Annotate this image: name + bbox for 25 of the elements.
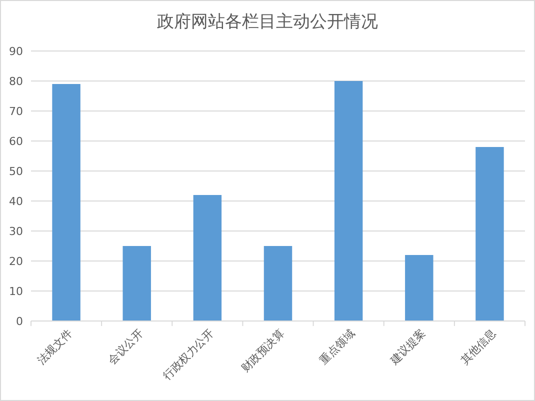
bar [264, 246, 292, 321]
x-tick-label: 重点领域 [317, 326, 358, 367]
y-tick-label: 50 [9, 164, 23, 178]
y-tick-label: 10 [9, 284, 23, 298]
bar [122, 246, 151, 321]
y-tick-label: 80 [9, 74, 23, 88]
bar [476, 147, 504, 321]
x-tick-label: 会议公开 [105, 326, 146, 367]
bar [334, 81, 363, 321]
x-tick-label: 法规文件 [34, 326, 76, 367]
y-tick-label: 20 [9, 254, 23, 268]
x-tick-label: 行政权力公开 [160, 326, 216, 383]
y-tick-label: 30 [9, 224, 23, 238]
x-tick-label: 建议提案 [386, 326, 428, 368]
x-tick-label: 财政预决算 [238, 326, 287, 375]
y-tick-label: 70 [9, 104, 23, 118]
chart-title: 政府网站各栏目主动公开情况 [157, 12, 378, 32]
y-tick-label: 90 [9, 44, 23, 58]
bar [193, 195, 222, 321]
x-tick-label: 其他信息 [458, 326, 499, 367]
bar [52, 84, 80, 321]
y-tick-label: 0 [16, 314, 23, 328]
bar [405, 255, 434, 321]
y-tick-label: 40 [9, 194, 23, 208]
y-tick-label: 60 [9, 134, 23, 148]
